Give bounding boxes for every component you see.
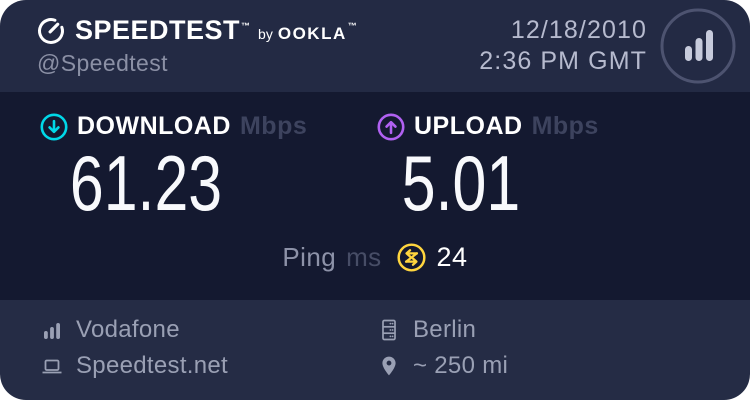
speed-columns: DOWNLOAD Mbps 61.23 UPLOAD Mbps 5.01: [0, 112, 750, 227]
ping-icon: [396, 243, 426, 272]
brand-name: SPEEDTEST: [75, 15, 241, 45]
download-section: DOWNLOAD Mbps 61.23: [40, 112, 307, 227]
test-time: 2:36 PM GMT: [479, 47, 647, 75]
site-name: Speedtest.net: [76, 352, 229, 379]
download-label: DOWNLOAD: [77, 112, 231, 140]
gauge-icon: [38, 17, 64, 44]
footer-right-column: Berlin ~ 250 mi: [377, 315, 508, 400]
laptop-icon: [40, 354, 64, 378]
speedtest-logo: SPEEDTEST ™ by OOKLA ™: [36, 15, 357, 46]
distance-row: ~ 250 mi: [377, 351, 508, 381]
upload-label-row: UPLOAD Mbps: [377, 112, 599, 141]
upload-arrow-icon: [377, 113, 405, 140]
download-label-row: DOWNLOAD Mbps: [40, 112, 307, 141]
upload-label: UPLOAD: [414, 112, 523, 140]
byline-company: OOKLA: [277, 24, 347, 43]
header: SPEEDTEST ™ by OOKLA ™ @Speedtest 12/18/…: [0, 0, 750, 92]
download-arrow-icon: [40, 113, 68, 140]
download-unit: Mbps: [239, 112, 308, 140]
ping-value: 24: [436, 242, 468, 272]
upload-value: 5.01: [401, 139, 521, 227]
byline-by: by: [258, 26, 273, 42]
ping-unit: ms: [346, 242, 382, 272]
server-city: Berlin: [413, 316, 477, 343]
isp-row: Vodafone: [40, 315, 377, 345]
footer: Vodafone Speedtest.net: [0, 300, 750, 400]
test-date: 12/18/2010: [510, 16, 647, 44]
upload-section: UPLOAD Mbps 5.01: [377, 112, 598, 227]
upload-unit: Mbps: [531, 112, 599, 140]
account-handle: @Speedtest: [37, 50, 168, 76]
ping-row: Ping ms 24: [0, 242, 750, 273]
server-row: Berlin: [377, 315, 508, 345]
server-icon: [377, 318, 401, 342]
isp-name: Vodafone: [76, 316, 180, 343]
footer-left-column: Vodafone Speedtest.net: [40, 315, 377, 400]
location-pin-icon: [377, 355, 401, 377]
brand-trademark: ™: [241, 21, 251, 31]
header-left: SPEEDTEST ™ by OOKLA ™ @Speedtest: [36, 15, 357, 77]
results-panel: DOWNLOAD Mbps 61.23 UPLOAD Mbps 5.01: [0, 92, 750, 300]
ping-label: Ping: [282, 242, 337, 272]
site-row: Speedtest.net: [40, 351, 377, 381]
company-trademark: ™: [347, 21, 357, 31]
result-bars-badge-icon: [660, 8, 736, 84]
header-right: 12/18/2010 2:36 PM GMT: [479, 7, 737, 85]
isp-bars-icon: [40, 319, 64, 341]
download-value: 61.23: [69, 139, 223, 227]
server-distance: ~ 250 mi: [413, 352, 509, 379]
test-datetime: 12/18/2010 2:36 PM GMT: [479, 15, 647, 77]
